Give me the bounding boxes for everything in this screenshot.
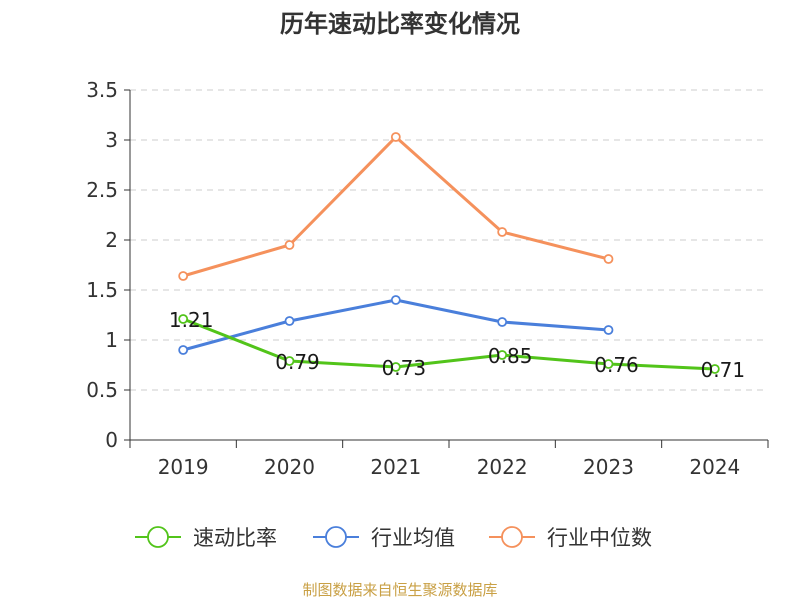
data-label: 0.71	[701, 358, 746, 382]
data-point	[284, 240, 295, 250]
legend-label: 行业中位数	[547, 526, 652, 550]
data-label: 0.73	[382, 356, 427, 380]
data-point	[709, 364, 720, 374]
y-tick-label: 2	[105, 228, 118, 252]
data-point	[497, 317, 508, 327]
data-point	[390, 132, 401, 142]
x-tick-label: 2019	[158, 455, 209, 479]
chart-title: 历年速动比率变化情况	[280, 10, 520, 38]
y-tick-label: 1.5	[86, 278, 118, 302]
data-label: 0.85	[488, 344, 533, 368]
data-point	[390, 295, 401, 305]
data-label: 0.79	[275, 350, 320, 374]
data-point	[497, 227, 508, 237]
y-tick-label: 1	[105, 328, 118, 352]
x-tick-label: 2021	[370, 455, 421, 479]
data-point	[603, 325, 614, 335]
data-label: 1.21	[169, 308, 214, 332]
data-point	[603, 254, 614, 264]
x-tick-label: 2024	[689, 455, 740, 479]
data-point	[390, 362, 401, 372]
y-tick-label: 3	[105, 128, 118, 152]
x-tick-label: 2023	[583, 455, 634, 479]
legend-marker	[325, 526, 347, 548]
y-tick-label: 2.5	[86, 178, 118, 202]
legend-marker	[147, 526, 169, 548]
data-point	[603, 359, 614, 369]
data-point	[178, 345, 189, 355]
x-tick-label: 2020	[264, 455, 315, 479]
data-label: 0.76	[594, 353, 639, 377]
y-tick-label: 3.5	[86, 78, 118, 102]
x-tick-label: 2022	[477, 455, 528, 479]
y-tick-label: 0	[105, 428, 118, 452]
legend-label: 速动比率	[193, 526, 277, 550]
series-line-1	[182, 317, 715, 371]
legend-label: 行业均值	[371, 526, 455, 550]
data-point	[284, 356, 295, 366]
data-point	[284, 316, 295, 326]
data-point	[178, 271, 189, 281]
series-line-2	[182, 298, 609, 352]
data-point	[178, 314, 189, 324]
y-tick-label: 0.5	[86, 378, 118, 402]
source-note: 制图数据来自恒生聚源数据库	[302, 581, 498, 599]
series-line-3	[182, 135, 609, 278]
data-point	[497, 350, 508, 360]
legend-marker	[501, 526, 523, 548]
